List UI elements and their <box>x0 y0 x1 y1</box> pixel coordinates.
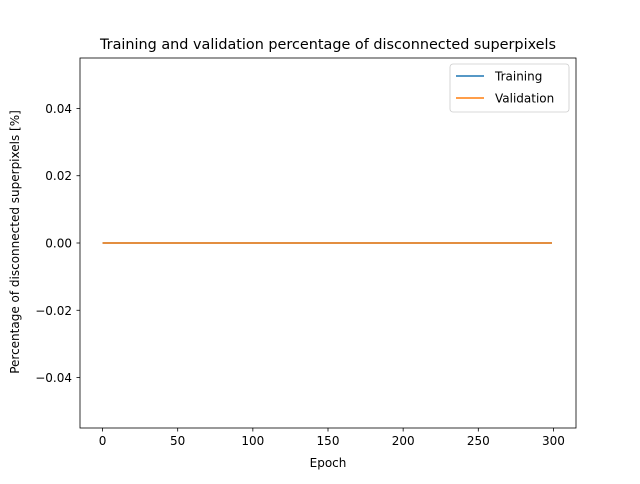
x-tick-label: 250 <box>467 434 490 448</box>
x-tick-label: 200 <box>392 434 415 448</box>
x-tick-label: 150 <box>317 434 340 448</box>
y-tick-label: 0.04 <box>45 102 72 116</box>
legend: Training Validation <box>449 63 570 113</box>
y-tick-label: 0.02 <box>45 169 72 183</box>
x-axis-label: Epoch <box>310 456 347 470</box>
x-tick-label: 100 <box>241 434 264 448</box>
y-tick-label: −0.02 <box>35 304 72 318</box>
x-tick-label: 300 <box>542 434 565 448</box>
legend-label-training: Training <box>494 70 542 84</box>
y-axis-label: Percentage of disconnected superpixels [… <box>8 110 22 374</box>
chart-title: Training and validation percentage of di… <box>99 37 556 53</box>
y-tick-label: 0.00 <box>45 237 72 251</box>
x-tick-label: 50 <box>170 434 185 448</box>
x-tick-label: 0 <box>99 434 107 448</box>
y-tick-label: −0.04 <box>35 371 72 385</box>
legend-label-validation: Validation <box>495 92 554 106</box>
plot-area: 0 50 100 150 200 250 300 −0.04 −0.02 0.00 0.02 0.04 <box>35 57 577 448</box>
